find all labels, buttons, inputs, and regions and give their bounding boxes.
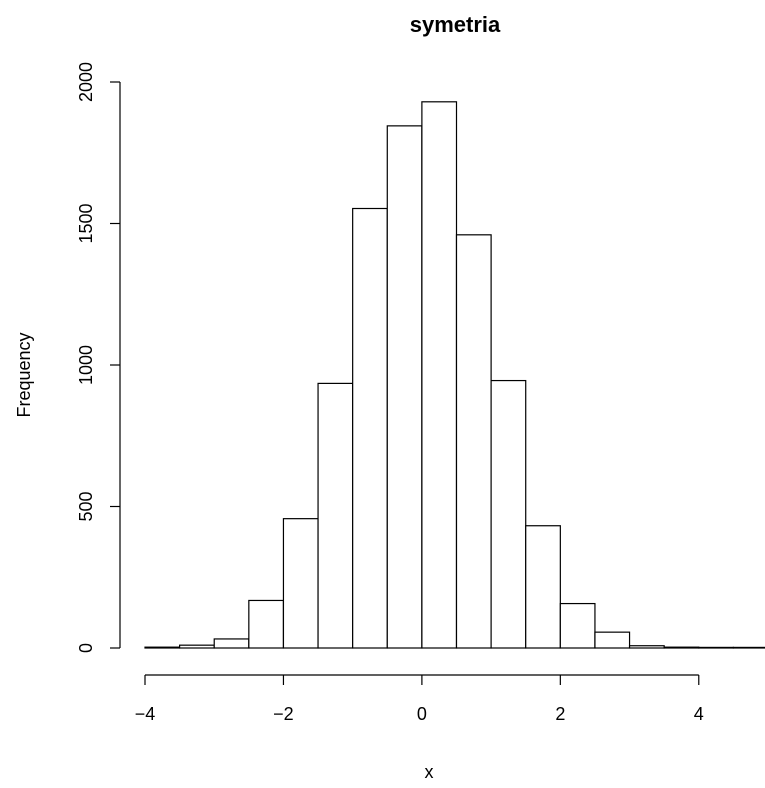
y-axis-label: Frequency [14,332,34,417]
x-tick-label: 4 [694,704,704,724]
bars-group [144,101,765,649]
y-tick-label: 2000 [76,62,96,102]
histogram-bar [421,101,458,649]
x-tick-label: −2 [273,704,294,724]
y-tick-label: 1000 [76,345,96,385]
histogram-bar [282,518,319,649]
histogram-bar [628,645,665,649]
histogram-bar [455,234,492,649]
histogram-bar [352,207,388,649]
x-tick-label: 2 [555,704,565,724]
histogram-bar [732,646,765,649]
histogram-bar [213,638,250,649]
x-tick-label: −4 [135,704,156,724]
x-tick-label: 0 [417,704,427,724]
chart-title: symetria [410,12,501,37]
histogram-bar [386,125,423,649]
histogram-bar [663,646,700,649]
histogram-bar [698,646,734,649]
histogram-bar [179,644,215,649]
histogram-bar [594,631,631,649]
y-tick-label: 1500 [76,203,96,243]
y-tick-label: 500 [76,491,96,521]
y-tick-label: 0 [76,643,96,653]
x-axis: −4 −2 0 2 4 [135,674,704,724]
histogram-bar [144,646,181,649]
histogram-bar [490,379,527,649]
x-axis-label: x [425,762,434,782]
histogram-bar [525,525,561,649]
histogram-bar [317,382,354,649]
y-axis: 0 500 1000 1500 2000 [76,62,121,653]
histogram-bar [559,602,596,649]
histogram-bar [248,599,285,649]
